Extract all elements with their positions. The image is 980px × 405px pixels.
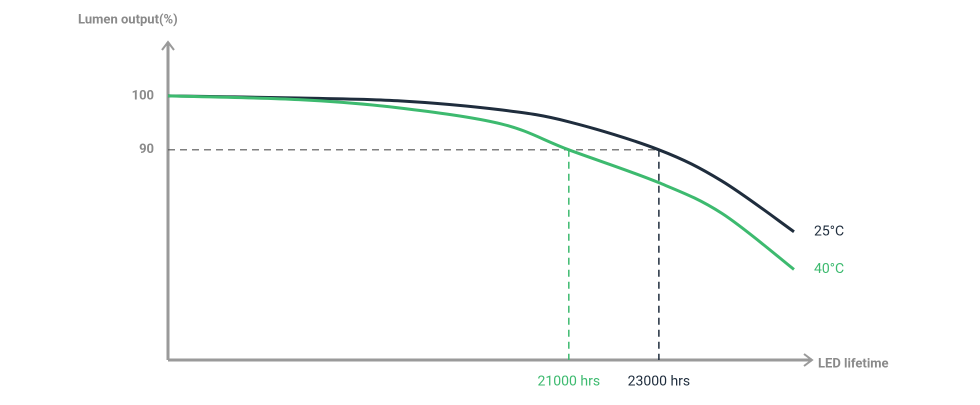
x-tick-label: 23000 hrs	[628, 374, 691, 390]
series-line	[167, 94, 795, 233]
y-tick-label: 90	[139, 142, 154, 157]
x-axis-arrow	[803, 353, 814, 367]
series-label: 40°C	[814, 261, 844, 277]
x-tick-label: 21000 hrs	[538, 374, 601, 390]
y-axis-title: Lumen output(%)	[78, 12, 178, 27]
y-tick-label: 100	[132, 88, 154, 103]
series-label: 25°C	[814, 223, 844, 239]
y-axis-arrow	[161, 40, 175, 51]
series-line	[167, 94, 795, 271]
x-axis-title: LED lifetime	[818, 356, 889, 371]
